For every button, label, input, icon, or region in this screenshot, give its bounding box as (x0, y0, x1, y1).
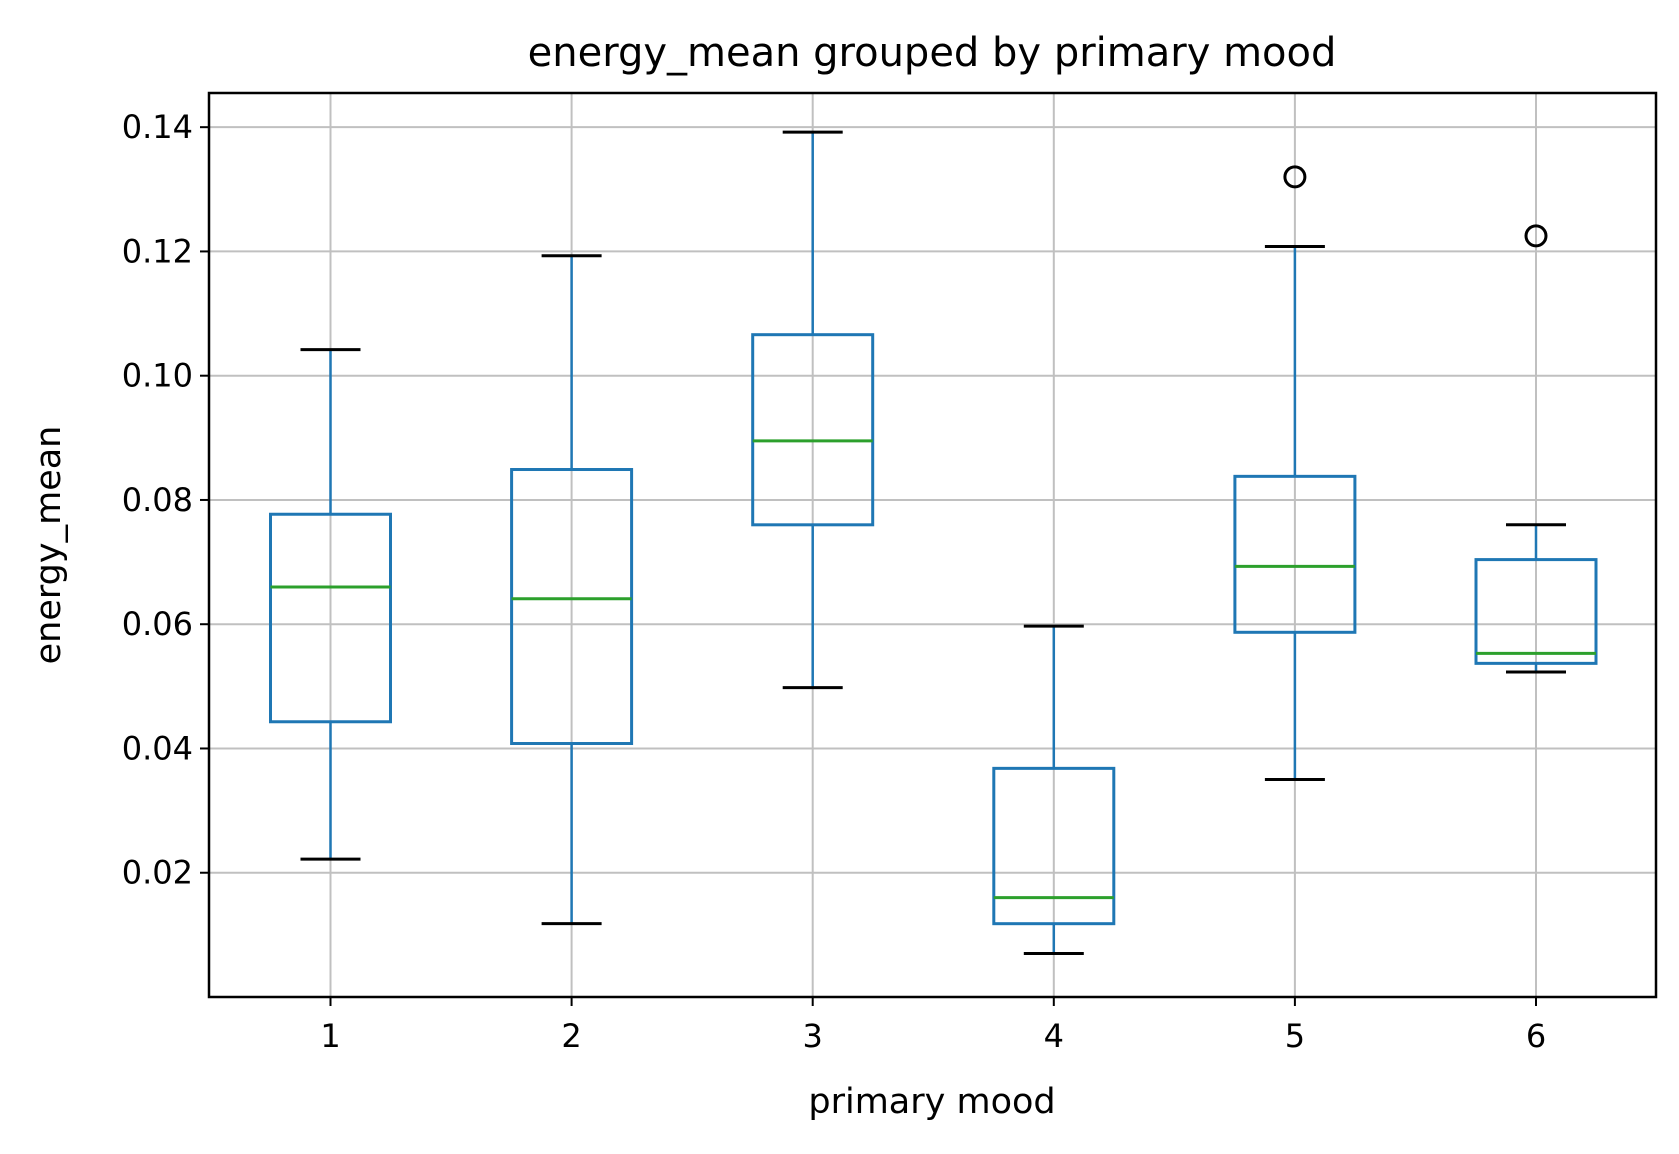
y-tick-label: 0.10 (122, 357, 193, 395)
box-group-3 (751, 130, 875, 690)
axis-ticks: 0.02 0.04 0.06 0.08 0.10 0.12 0.14 1 2 3 4 5 6 (122, 108, 1546, 1055)
y-tick-label: 0.06 (122, 605, 193, 643)
grid-lines (209, 93, 1656, 997)
y-tick-label: 0.14 (122, 108, 193, 146)
iqr-box (510, 468, 634, 746)
x-tick-label: 3 (803, 1017, 823, 1055)
box-group-2 (510, 254, 634, 926)
x-tick-label: 4 (1044, 1017, 1064, 1055)
chart-title: energy_mean grouped by primary mood (528, 30, 1337, 76)
box-group-4 (992, 624, 1116, 956)
iqr-box (269, 512, 392, 724)
box-group-1 (269, 348, 392, 861)
outlier-point (1283, 165, 1307, 189)
x-tick-label: 5 (1285, 1017, 1305, 1055)
y-axis-label: energy_mean (29, 426, 69, 665)
outlier-point (1524, 224, 1548, 248)
iqr-box (751, 333, 875, 527)
y-tick-label: 0.12 (122, 232, 193, 270)
x-axis-label: primary mood (808, 1082, 1055, 1122)
x-tick-label: 6 (1526, 1017, 1546, 1055)
box-group-6 (1474, 224, 1598, 674)
x-tick-label: 1 (320, 1017, 340, 1055)
box-series (269, 130, 1598, 956)
y-tick-label: 0.08 (122, 481, 193, 519)
y-tick-label: 0.02 (122, 854, 193, 892)
box-group-5 (1233, 165, 1357, 782)
plot-area-frame (207, 91, 1658, 999)
iqr-box (1233, 474, 1357, 634)
iqr-box (1474, 558, 1598, 665)
y-tick-label: 0.04 (122, 729, 193, 767)
x-tick-label: 2 (561, 1017, 581, 1055)
iqr-box (992, 766, 1116, 926)
